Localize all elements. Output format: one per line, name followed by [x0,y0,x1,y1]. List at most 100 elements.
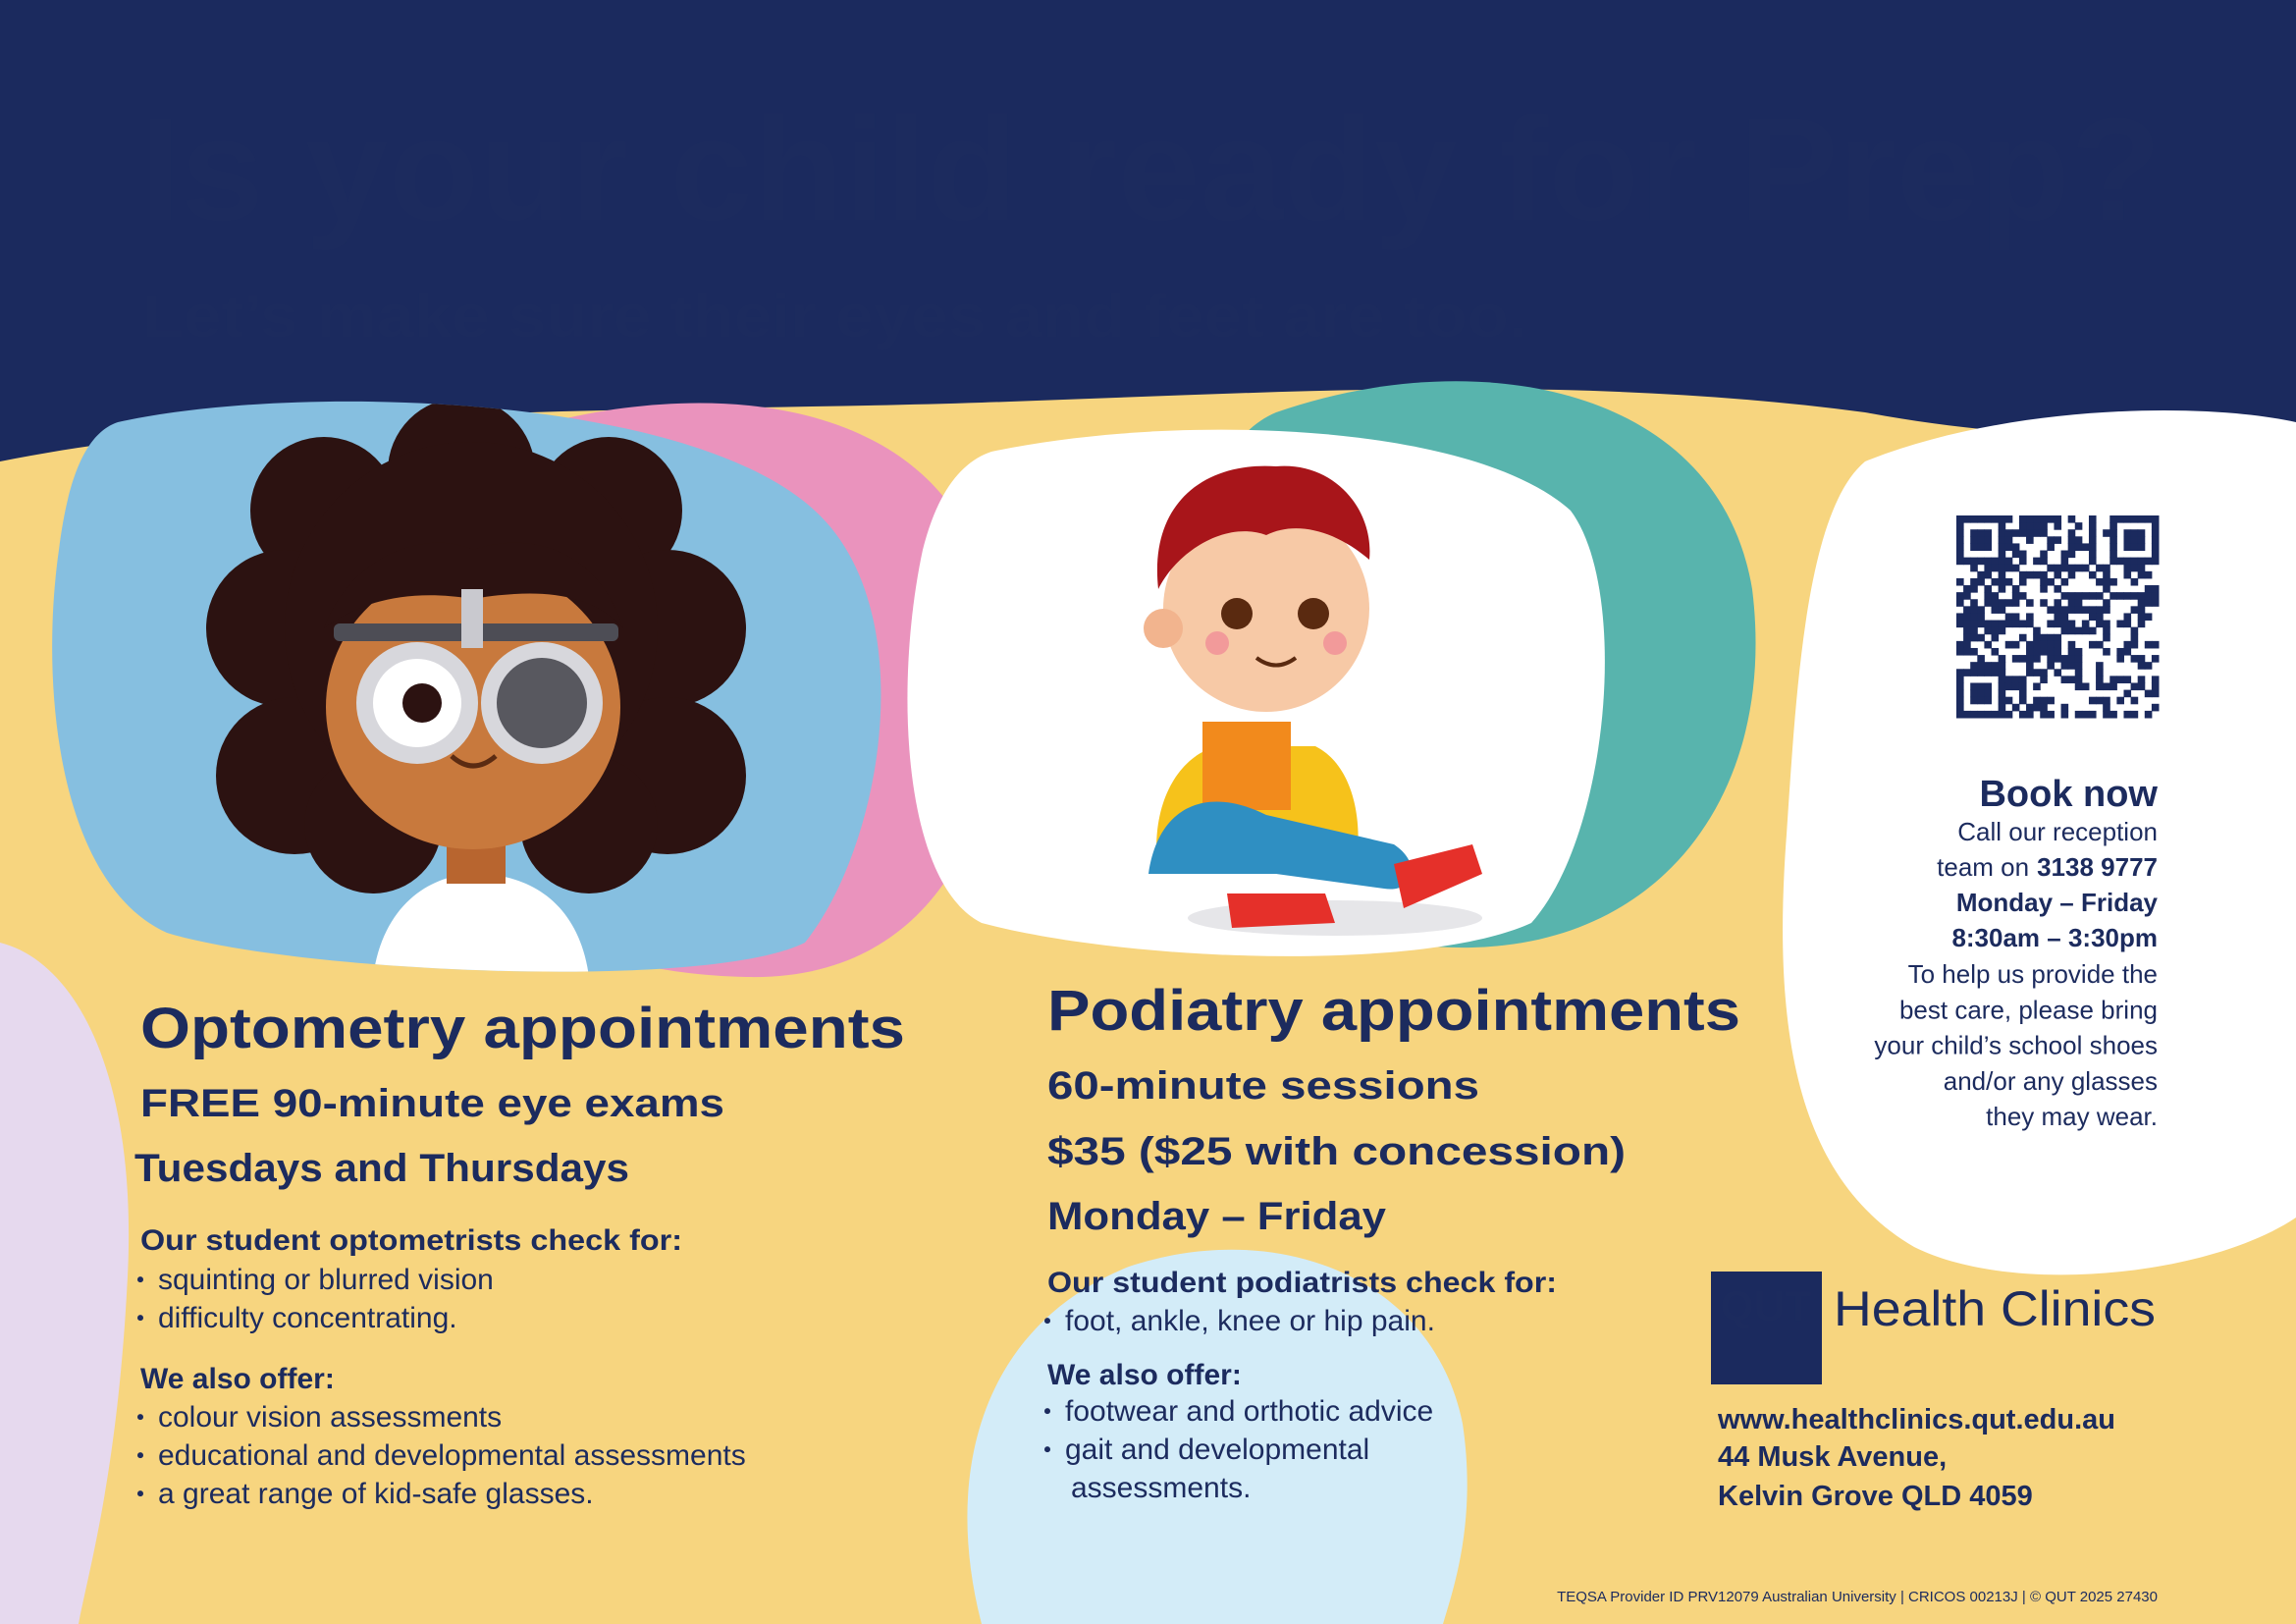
qr-module [2054,515,2062,523]
qr-module [2060,564,2069,572]
qr-module [2103,633,2110,642]
qr-module [2067,620,2076,628]
qr-module [2018,570,2027,579]
qr-module [2074,669,2083,677]
phone: 3138 9777 [2037,852,2158,882]
qr-module [1956,703,1964,712]
bullet [137,1452,143,1459]
qr-module [2004,536,2013,544]
qr-module [2011,682,2020,691]
qr-module [1970,669,1978,677]
qr-module [1956,577,1964,586]
qr-module [2144,640,2153,649]
qr-module [2137,536,2146,544]
qr-module [2123,557,2132,566]
light-blue-blob [967,1249,1468,1624]
qr-module [1956,647,1964,656]
qr-module [2130,557,2139,566]
qr-module [2054,655,2062,663]
book-note: and/or any glasses [1944,1066,2158,1096]
qr-module [1984,640,1993,649]
bullet [137,1414,143,1421]
book-line: Call our reception [1957,817,2158,846]
qr-module [2144,557,2153,566]
qr-module [1991,662,2000,670]
qr-module [1970,647,1978,656]
qr-module [2151,682,2160,691]
qr-module [1977,710,1985,719]
qr-module [2088,626,2097,635]
qr-module [2040,522,2048,530]
qr-module [2004,515,2013,523]
qr-module [2018,592,2027,600]
qr-module [2054,633,2062,642]
qr-module [2018,522,2027,530]
qr-module [2018,557,2027,566]
qr-module [2011,585,2020,593]
qr-module [2109,592,2117,600]
qr-module [2103,564,2110,572]
qr-module [1956,599,1964,607]
qr-module [2060,676,2069,683]
qr-module [2074,662,2083,670]
subtitle: Let’s make sure their eyes and feet are … [142,283,1527,351]
qr-module [2074,626,2083,635]
qr-module [2130,696,2139,705]
qr-module [2151,703,2160,712]
qr-module [1998,703,2006,712]
qr-module [2047,620,2055,628]
qr-module [2040,577,2048,586]
qr-module [1970,626,1978,635]
qr-module [2047,515,2055,523]
qr-module [2123,640,2132,649]
qr-module [2026,620,2034,628]
qr-module [2130,592,2139,600]
qr-module [2096,613,2104,622]
qr-module [2130,606,2139,614]
qr-module [1956,536,1964,544]
qr-module [2137,564,2146,572]
qr-module [1956,529,1964,537]
qr-module [1956,515,1964,523]
qr-module [2088,696,2097,705]
list-item: gait and developmental [1065,1434,1369,1466]
qr-module [2088,550,2097,559]
qr-module [2123,620,2132,628]
qr-module [1977,669,1985,677]
bullet [137,1276,143,1283]
qr-module [1984,626,1993,635]
qr-module [2018,633,2027,642]
qr-module [2026,710,2034,719]
qr-module [2054,613,2062,622]
qr-module [2047,647,2055,656]
qr-module [2011,703,2020,712]
qr-module [2074,710,2083,719]
bullet [1044,1318,1050,1325]
qr-module [1984,689,1993,698]
qr-module [2116,620,2124,628]
qr-module [1963,647,1971,656]
qr-module [1963,606,1971,614]
qr-module [2011,599,2020,607]
qr-module [2109,515,2117,523]
qr-module [1977,696,1985,705]
qr-module [1984,599,1993,607]
qr-module [2033,682,2041,691]
qr-module [2144,515,2153,523]
qr-module [2088,606,2097,614]
qr-module [2130,577,2139,586]
qr-module [1984,585,1993,593]
qr-module [2074,606,2083,614]
qr-module [2116,515,2124,523]
book-line: team on 3138 9777 [1937,852,2158,882]
qr-module [2144,689,2153,698]
qr-module [2144,710,2153,719]
title: Is your child ready for Prep? [139,86,2162,251]
qr-module [2054,570,2062,579]
qr-module [2026,640,2034,649]
qr-module [2116,655,2124,663]
list-item: colour vision assessments [158,1401,502,1434]
qr-module [2088,529,2097,537]
qr-module [2026,599,2034,607]
qr-module [1991,564,2000,572]
